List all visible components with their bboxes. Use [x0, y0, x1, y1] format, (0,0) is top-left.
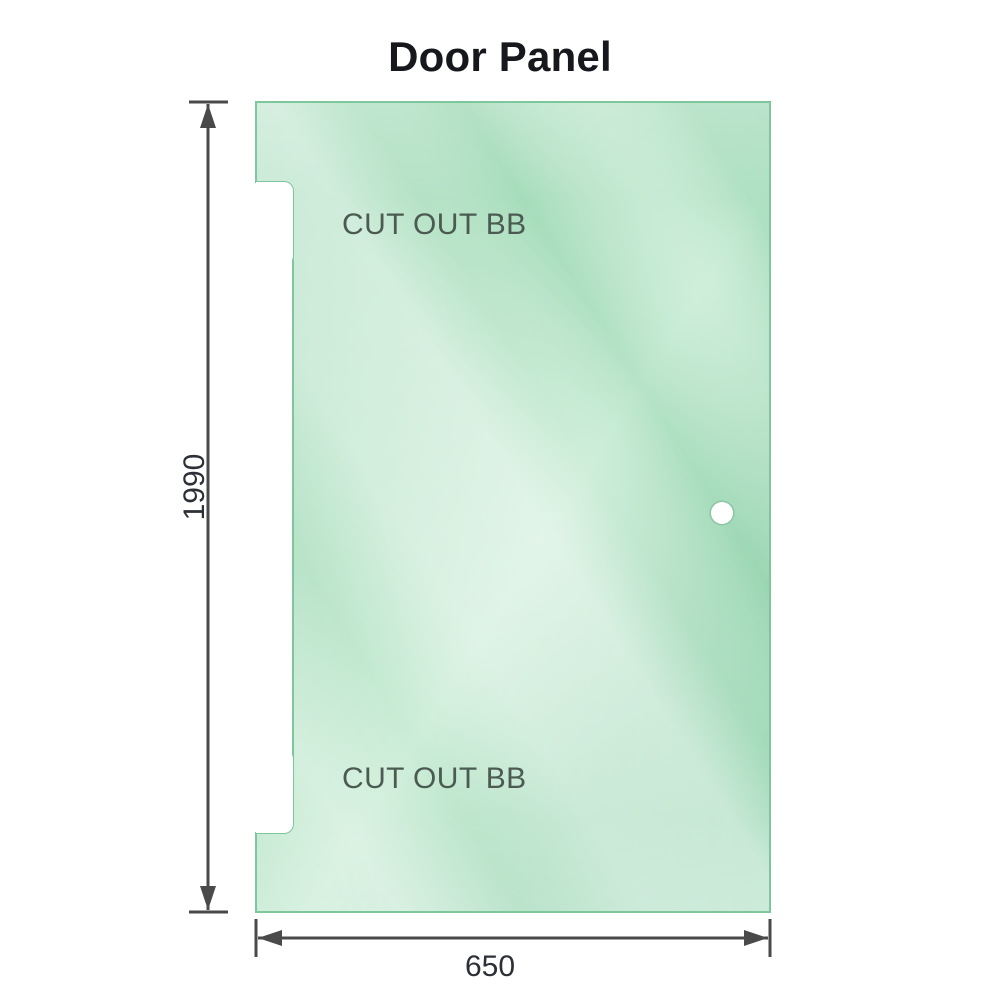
dimension-width-label: 650 [464, 950, 516, 983]
handle-hole [709, 500, 735, 526]
glass-panel-body [255, 101, 771, 913]
cut-out-bb-top-label: CUT OUT BB [342, 208, 527, 241]
cut-out-bb-bottom-shape [256, 750, 293, 833]
page-title: Door Panel [388, 33, 612, 80]
dimension-height-label: 1990 [178, 453, 211, 521]
cut-out-bb-bottom [256, 750, 293, 833]
dimension-width-arrow-right [744, 930, 768, 946]
dimension-width [254, 919, 772, 957]
dimension-height-arrow-up [200, 104, 216, 128]
glass-edge-shading [256, 102, 770, 912]
dimension-height-arrow-down [200, 886, 216, 910]
dimension-width-arrow-left [258, 930, 282, 946]
cut-out-bb-bottom-label: CUT OUT BB [342, 762, 527, 795]
dimension-height [189, 100, 228, 914]
cut-out-bb-top [256, 182, 293, 265]
handle-hole-bore [711, 502, 733, 524]
cut-out-bb-top-shape [256, 182, 293, 265]
